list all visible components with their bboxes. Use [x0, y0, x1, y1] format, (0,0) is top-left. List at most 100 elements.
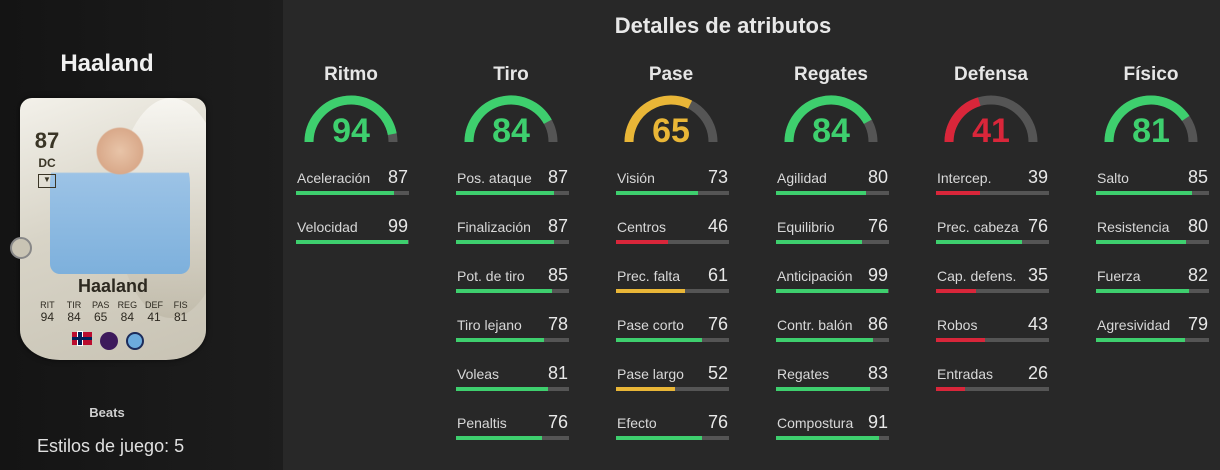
attribute-bar-fill [616, 191, 699, 195]
card-stat-label: PAS [91, 300, 110, 310]
category-gauge: 84 [783, 94, 879, 150]
attribute-name: Pos. ataque [457, 170, 532, 186]
playstyle-name: Beats [89, 405, 125, 420]
attribute-value: 78 [547, 314, 568, 334]
player-image [50, 124, 190, 274]
attribute-name: Intercep. [937, 170, 992, 186]
attribute-bar [296, 240, 409, 244]
category-gauge: 94 [303, 94, 399, 150]
attribute-value: 46 [707, 216, 728, 236]
category-2: Pase 65 [605, 64, 765, 150]
attribute-row: Intercep. 39 [924, 167, 1084, 210]
attribute-value: 43 [1027, 314, 1048, 334]
attribute-value: 91 [867, 412, 888, 432]
attribute-row: Equilibrio 76 [764, 216, 924, 259]
attribute-name: Voleas [457, 366, 500, 382]
category-0: Ritmo 94 [285, 64, 445, 150]
card-stat: DEF 41 [141, 300, 168, 324]
card-stat-label: FIS [173, 300, 188, 310]
attribute-bar [936, 338, 1049, 342]
attribute-bar-fill [296, 240, 408, 244]
attribute-bar [616, 338, 729, 342]
attribute-bar-fill [456, 387, 548, 391]
attribute-row: Tiro lejano 78 [444, 314, 604, 357]
attribute-row: Voleas 81 [444, 363, 604, 406]
category-name: Defensa [954, 64, 1028, 85]
player-panel: Haaland 87 DC ▼ Haaland RIT 94 TIR 84 PAS 6… [0, 0, 283, 470]
attribute-value: 80 [867, 167, 888, 187]
attribute-name: Entradas [937, 366, 994, 382]
attribute-bar [296, 191, 409, 195]
attribute-name: Pase largo [617, 366, 684, 382]
attribute-name: Prec. falta [617, 268, 681, 284]
gauge-fill [624, 95, 693, 143]
attribute-bar [456, 387, 569, 391]
attribute-value: 76 [867, 216, 888, 236]
card-stat: REG 84 [114, 300, 141, 324]
attribute-row: Compostura 91 [764, 412, 924, 455]
attribute-value: 76 [1027, 216, 1048, 236]
attribute-value: 61 [707, 265, 728, 285]
attribute-bar-fill [616, 289, 685, 293]
norway-flag-icon [72, 332, 92, 345]
card-stat: PAS 65 [87, 300, 114, 324]
attribute-name: Anticipación [777, 268, 853, 284]
card-stat-value: 41 [147, 310, 161, 324]
playstyle-badge-icon [10, 237, 32, 259]
attribute-bar [776, 289, 889, 293]
attribute-value: 73 [707, 167, 728, 187]
attribute-bar-fill [456, 338, 545, 342]
attribute-name: Cap. defens. [937, 268, 1017, 284]
attribute-value: 87 [547, 167, 568, 187]
attribute-name: Agresividad [1097, 317, 1171, 333]
attribute-bar-fill [776, 387, 870, 391]
playstyles-count[interactable]: Estilos de juego: 5 [37, 436, 185, 456]
attribute-value: 87 [547, 216, 568, 236]
attribute-bar-fill [776, 436, 879, 440]
attribute-bar-fill [936, 191, 981, 195]
attribute-row: Prec. falta 61 [604, 265, 764, 308]
attribute-value: 99 [867, 265, 888, 285]
attribute-bar [1096, 191, 1209, 195]
category-5: Físico 81 [1085, 64, 1220, 150]
player-card[interactable]: 87 DC ▼ Haaland RIT 94 TIR 84 PAS 65 REG 84 … [20, 98, 206, 360]
attribute-row: Regates 83 [764, 363, 924, 406]
league-crest-icon [100, 332, 118, 350]
card-stat-label: RIT [40, 300, 55, 310]
attribute-bar-fill [936, 240, 1022, 244]
attribute-name: Pase corto [617, 317, 684, 333]
attribute-value: 52 [707, 363, 728, 383]
attribute-bar-fill [616, 436, 702, 440]
attribute-value: 39 [1027, 167, 1048, 187]
category-name: Tiro [493, 64, 529, 85]
card-rating: 87 [34, 128, 60, 153]
attribute-value: 99 [387, 216, 408, 236]
category-value: 65 [652, 112, 690, 150]
attribute-bar [616, 387, 729, 391]
attribute-value: 82 [1187, 265, 1208, 285]
attribute-bar-fill [936, 338, 985, 342]
category-value: 84 [492, 112, 530, 150]
attribute-row: Cap. defens. 35 [924, 265, 1084, 308]
card-badges [72, 332, 144, 350]
category-name: Regates [794, 64, 868, 85]
attribute-name: Regates [777, 366, 830, 382]
category-value: 94 [332, 112, 370, 150]
attribute-name: Contr. balón [777, 317, 853, 333]
category-name: Físico [1123, 64, 1179, 85]
attribute-bar-fill [776, 240, 862, 244]
attribute-value: 86 [867, 314, 888, 334]
attribute-bar [776, 387, 889, 391]
attribute-row: Pase largo 52 [604, 363, 764, 406]
attribute-bar [936, 191, 1049, 195]
attribute-row: Velocidad 99 [284, 216, 444, 259]
card-stat-value: 65 [93, 310, 108, 324]
page-title: Detalles de atributos [614, 13, 832, 38]
card-stat: TIR 84 [61, 300, 88, 324]
attribute-value: 76 [547, 412, 568, 432]
attribute-bar [456, 240, 569, 244]
attribute-bar [1096, 289, 1209, 293]
category-3: Regates 84 [765, 64, 925, 150]
category-4: Defensa 41 [925, 64, 1085, 150]
attribute-value: 87 [387, 167, 408, 187]
